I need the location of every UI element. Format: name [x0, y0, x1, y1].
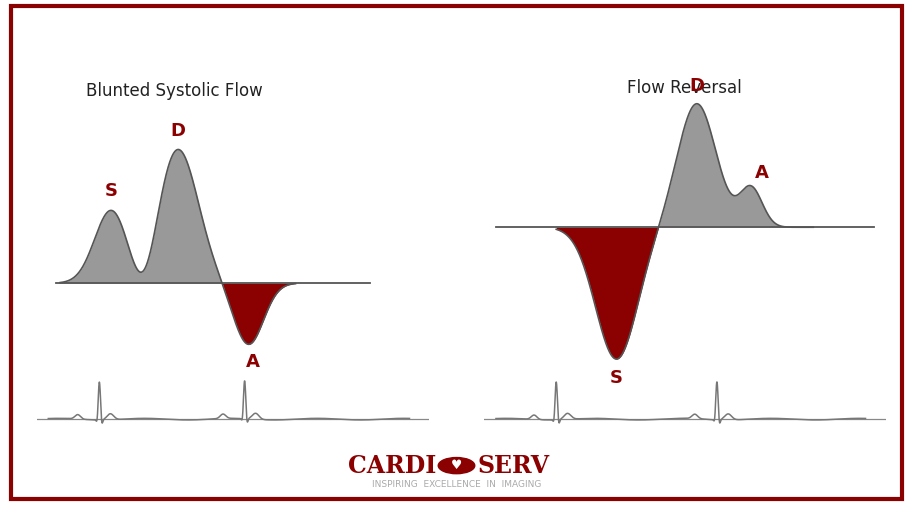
- Text: S: S: [105, 182, 118, 200]
- Text: INSPIRING  EXCELLENCE  IN  IMAGING: INSPIRING EXCELLENCE IN IMAGING: [372, 480, 541, 489]
- Text: CARDI: CARDI: [348, 453, 436, 478]
- Text: D: D: [171, 122, 185, 140]
- Text: Blunted Systolic Flow: Blunted Systolic Flow: [86, 82, 262, 100]
- Text: A: A: [755, 164, 769, 182]
- Text: ♥: ♥: [451, 459, 462, 472]
- Text: Flow Reversal: Flow Reversal: [627, 79, 742, 97]
- Text: SERV: SERV: [477, 453, 549, 478]
- Text: A: A: [246, 353, 259, 371]
- Text: S: S: [610, 369, 623, 387]
- Circle shape: [438, 458, 475, 474]
- Text: D: D: [689, 77, 704, 95]
